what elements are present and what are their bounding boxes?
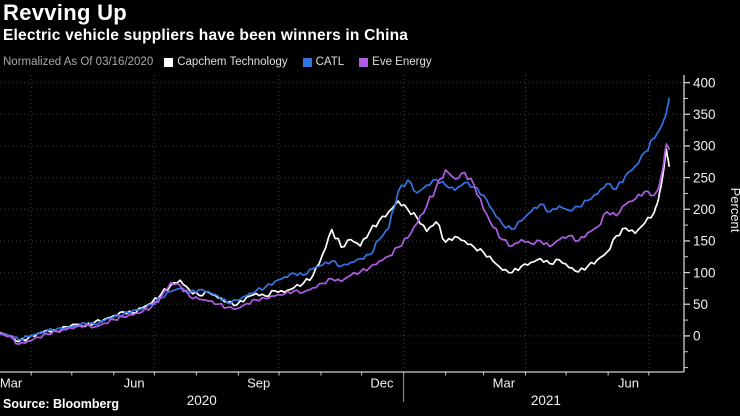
y-tick-label: 100 <box>693 265 716 280</box>
y-axis-title: Percent <box>728 188 740 233</box>
y-tick-label: 0 <box>693 329 701 344</box>
x-month-label: Jun <box>124 376 145 391</box>
legend-item-catl: CATL <box>302 56 345 68</box>
y-tick-label: 300 <box>693 139 716 154</box>
y-tick-label: 150 <box>693 234 716 249</box>
x-month-label: Mar <box>0 376 23 391</box>
legend-swatch-capchem <box>164 57 174 67</box>
x-year-label: 2020 <box>187 393 217 408</box>
x-month-label: Sep <box>247 376 270 391</box>
chart-subtitle: Electric vehicle suppliers have been win… <box>3 27 409 44</box>
y-tick-label: 50 <box>693 297 708 312</box>
x-year-label: 2021 <box>531 393 561 408</box>
x-month-label: Dec <box>370 376 394 391</box>
normalization-note: Normalized As Of 03/16/2020 <box>3 56 154 68</box>
legend-label-capchem: Capchem Technology <box>177 56 288 68</box>
series-line-catl <box>0 97 670 341</box>
legend-label-catl: CATL <box>315 56 345 68</box>
chart-legend: Normalized As Of 03/16/2020 Capchem Tech… <box>3 54 447 70</box>
legend-item-eve-energy: Eve Energy <box>359 56 432 68</box>
legend-item-capchem-technology: Capchem Technology <box>164 56 288 68</box>
y-tick-label: 250 <box>693 170 716 185</box>
y-tick-label: 350 <box>693 107 716 122</box>
chart-title: Revving Up <box>3 0 128 25</box>
legend-label-eve: Eve Energy <box>372 56 432 68</box>
x-month-label: Mar <box>493 376 516 391</box>
legend-swatch-catl <box>302 57 312 67</box>
x-month-label: Jun <box>618 376 639 391</box>
series-line-eve-energy <box>0 143 670 345</box>
source-attribution: Source: Bloomberg <box>3 397 119 411</box>
legend-swatch-eve <box>359 57 369 67</box>
y-tick-label: 400 <box>693 75 716 90</box>
y-tick-label: 200 <box>693 202 716 217</box>
